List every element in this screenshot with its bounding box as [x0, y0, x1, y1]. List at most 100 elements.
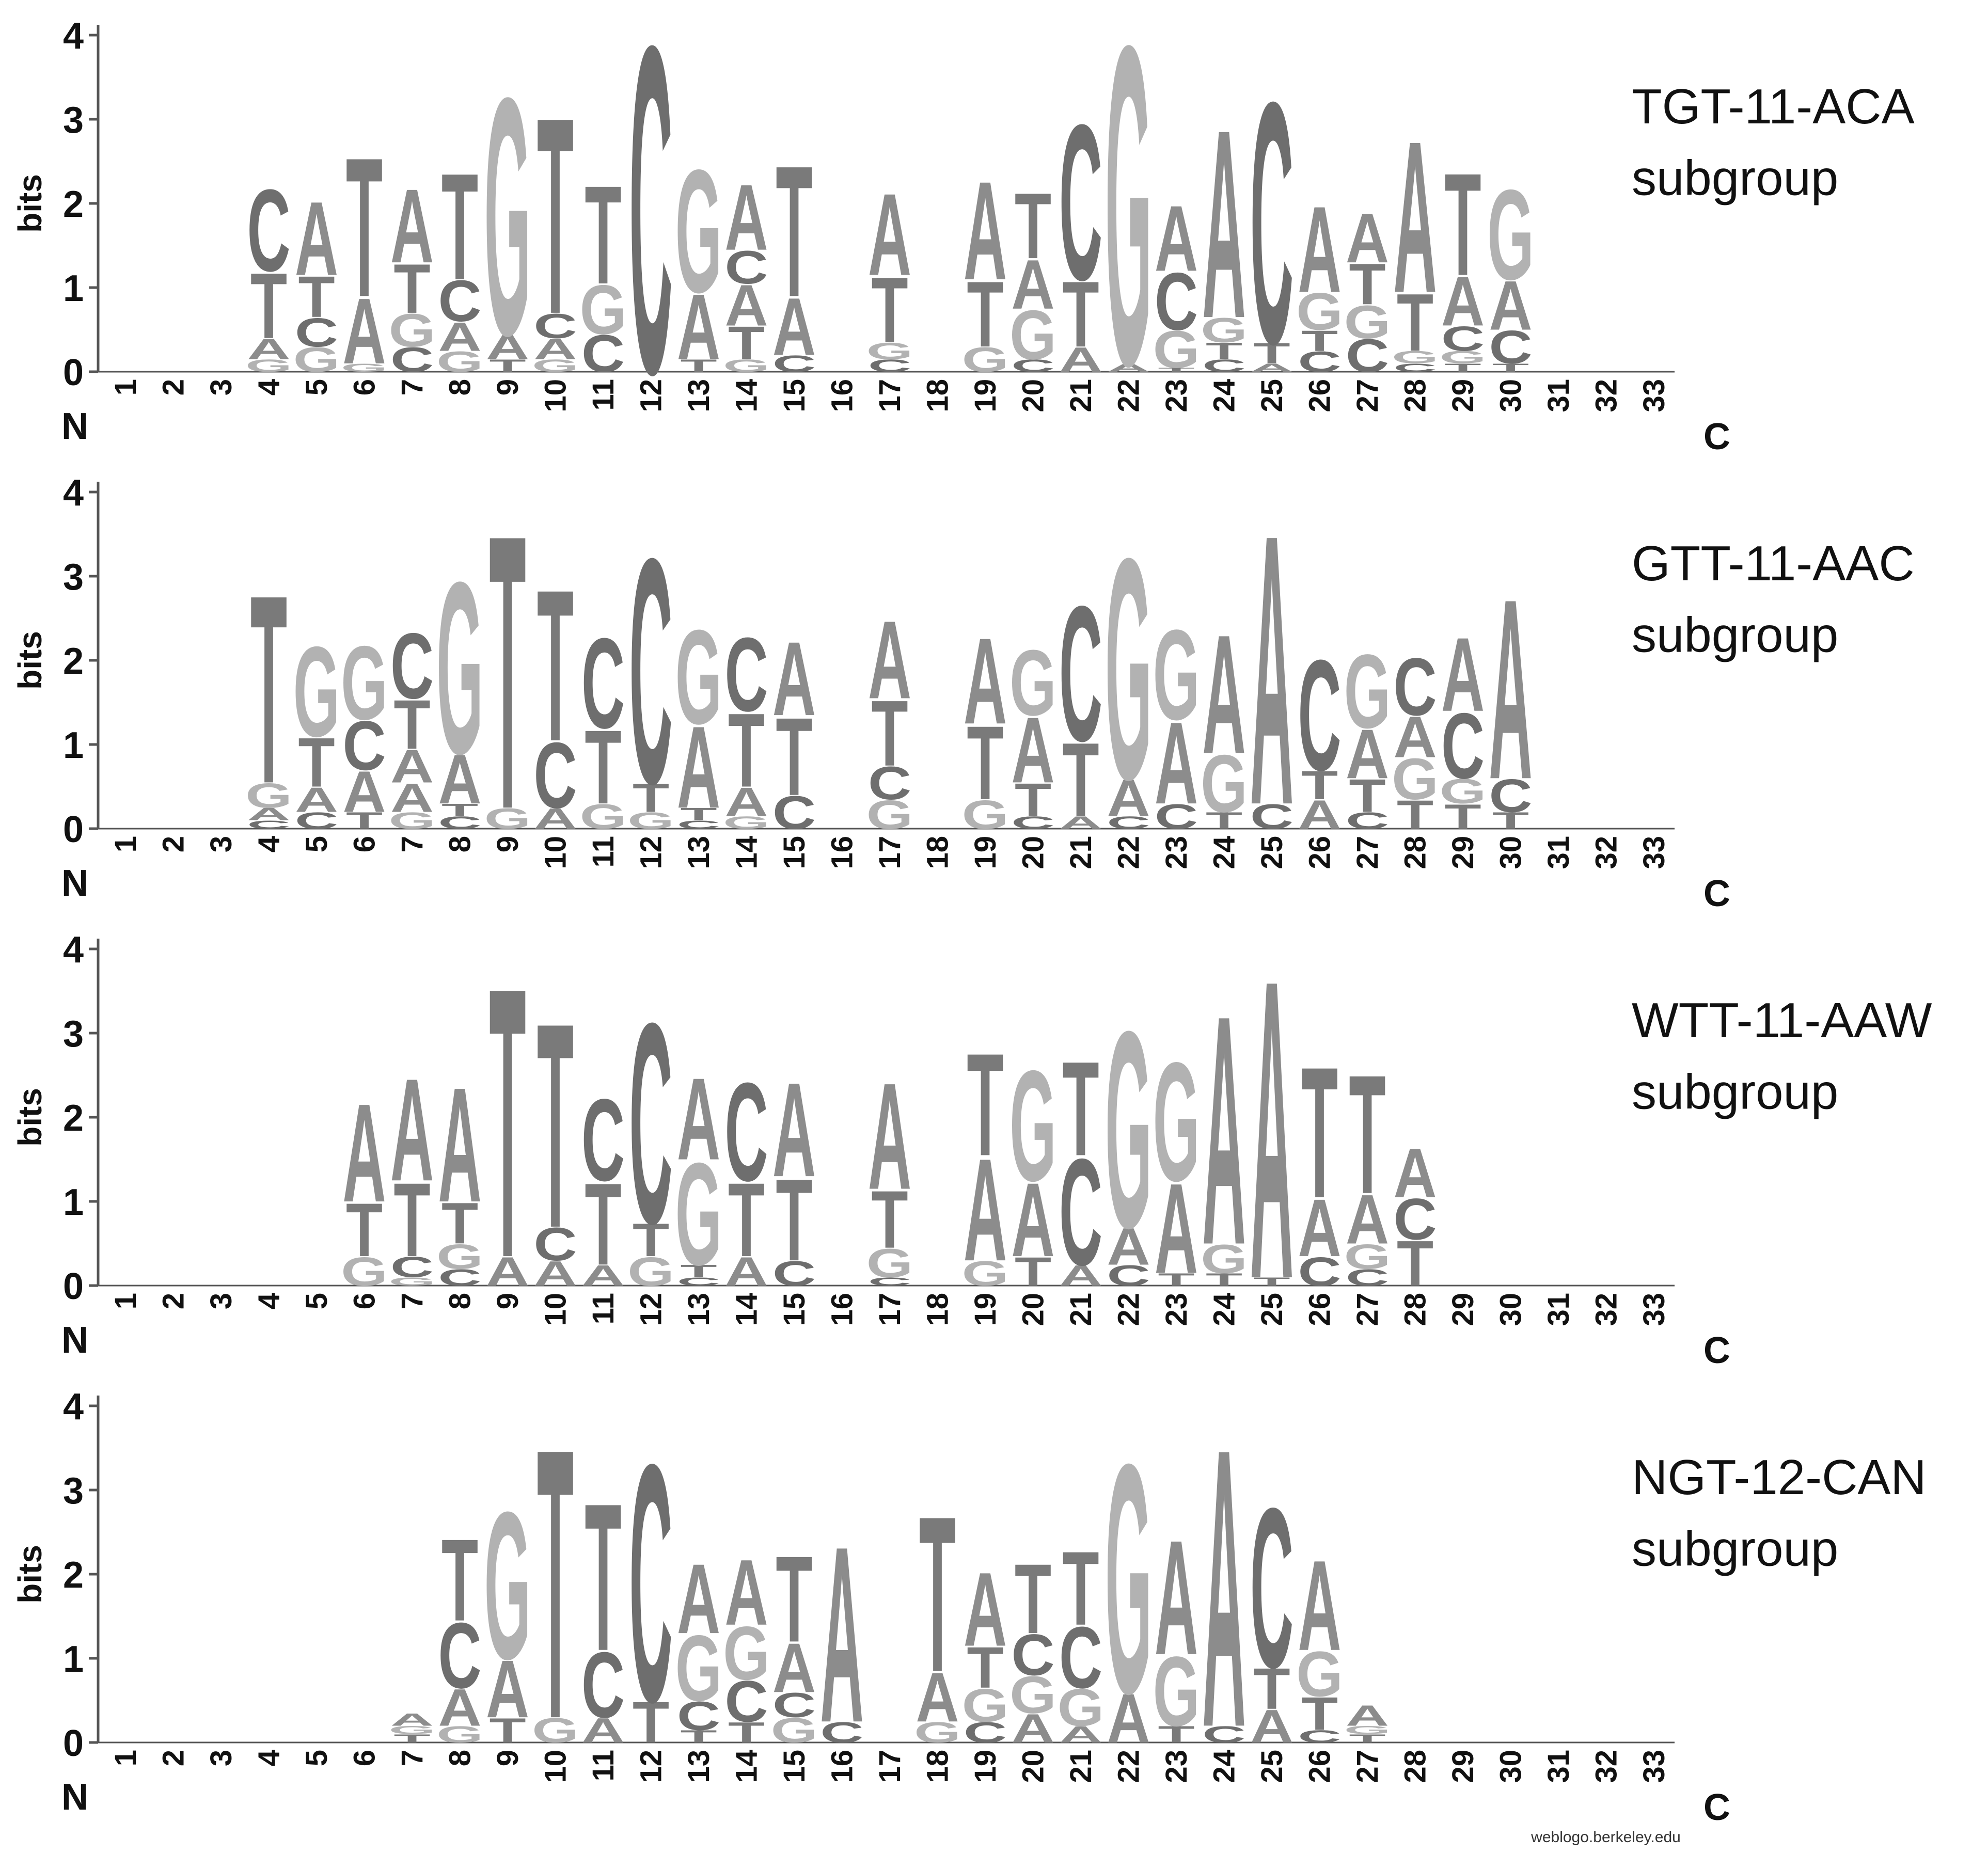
- logo-letter-G: G: [532, 1711, 579, 1750]
- x-tick-label: 15: [778, 379, 811, 413]
- logo-letter-C: C: [438, 1264, 481, 1291]
- y-tick-label: 0: [63, 809, 84, 850]
- logo-letter-C: C: [868, 356, 911, 375]
- logo-letter-T: T: [1349, 1732, 1385, 1745]
- x-tick-label: 7: [396, 1293, 429, 1309]
- logo-letter-T: T: [1301, 1688, 1338, 1740]
- logo-letter-A: A: [342, 279, 386, 384]
- logo-letter-A: A: [438, 314, 481, 359]
- logo-letter-C: C: [677, 818, 720, 831]
- logo-letter-A: A: [1155, 698, 1198, 829]
- subgroup-suffix: subgroup: [1632, 1522, 1838, 1577]
- x-tick-label: 28: [1399, 379, 1432, 413]
- logo-letter-C: C: [1202, 356, 1245, 375]
- x-tick-label: 4: [253, 379, 286, 395]
- logo-letter-C: C: [629, 1393, 672, 1772]
- logo-letter-T: T: [1301, 763, 1338, 808]
- logo-letter-G: G: [627, 807, 674, 834]
- logo-letter-A: A: [868, 170, 911, 300]
- logo-letter-C: C: [629, 492, 672, 850]
- logo-letter-C: C: [1011, 813, 1054, 832]
- logo-letter-A: A: [1202, 947, 1245, 1313]
- x-tick-label: 5: [300, 379, 334, 395]
- logo-letter-A: A: [1441, 262, 1485, 340]
- x-tick-label: 29: [1446, 379, 1480, 413]
- x-tick-label: 8: [444, 1750, 477, 1766]
- logo-letter-T: T: [1301, 1028, 1338, 1238]
- x-tick-label: 16: [826, 1750, 859, 1783]
- x-tick-label: 20: [1017, 1293, 1050, 1326]
- logo-letter-C: C: [1059, 78, 1102, 327]
- logo-letter-C: C: [247, 818, 290, 831]
- logo-letter-A: A: [1202, 1366, 1245, 1810]
- x-tick-label: 23: [1160, 1750, 1193, 1783]
- y-tick-label: 0: [63, 1723, 84, 1764]
- logo-letter-A: A: [677, 1054, 720, 1185]
- logo-letter-C: C: [1155, 797, 1198, 836]
- logo-letter-G: G: [389, 305, 436, 357]
- logo-letter-T: T: [680, 1726, 717, 1746]
- x-tick-label: 31: [1542, 836, 1575, 869]
- logo-letter-A: A: [964, 153, 1007, 309]
- logo-letter-T: T: [1015, 774, 1051, 827]
- logo-letter-T: T: [537, 545, 574, 786]
- logo-letter-A: A: [1155, 186, 1198, 291]
- logo-letter-C: C: [629, 0, 672, 471]
- logo-letter-C: C: [533, 1218, 577, 1271]
- logo-letter-A: A: [964, 613, 1007, 750]
- logo-letter-A: A: [1202, 73, 1245, 374]
- logo-letter-C: C: [581, 1633, 625, 1737]
- logo-letter-T: T: [489, 453, 526, 891]
- x-tick-label: 30: [1494, 379, 1528, 413]
- x-tick-label: 5: [300, 1293, 334, 1309]
- x-tick-label: 13: [682, 836, 716, 869]
- logo-letter-A: A: [772, 1629, 816, 1707]
- logo-letter-G: G: [484, 27, 531, 406]
- logo-letter-T: T: [680, 356, 717, 375]
- x-tick-label: 31: [1542, 1750, 1575, 1783]
- logo-letter-T: T: [1349, 252, 1385, 317]
- logo-letter-T: T: [250, 254, 287, 358]
- x-tick-label: 19: [969, 379, 1002, 413]
- logo-letter-T: T: [298, 723, 335, 801]
- logo-letter-T: T: [1158, 1270, 1194, 1289]
- logo-letter-G: G: [675, 601, 722, 752]
- x-tick-label: 20: [1017, 379, 1050, 413]
- x-tick-label: 3: [204, 1293, 238, 1309]
- logo-letter-A: A: [390, 1048, 434, 1212]
- logo-letter-T: T: [441, 142, 478, 312]
- x-tick-label: 7: [396, 836, 429, 852]
- logo-letter-G: G: [389, 1723, 436, 1736]
- logo-letter-T: T: [728, 1162, 765, 1279]
- logo-letter-T: T: [1158, 367, 1194, 373]
- logo-letter-A: A: [820, 1494, 863, 1774]
- y-axis-label: bits: [11, 1088, 49, 1147]
- c-terminus-label: C: [1703, 416, 1730, 457]
- y-tick-label: 3: [63, 1470, 84, 1512]
- logo-letter-C: C: [1059, 566, 1102, 781]
- logo-letter-C: C: [390, 614, 434, 718]
- logo-letter-C: C: [1059, 1608, 1102, 1706]
- logo-letter-T: T: [1444, 361, 1481, 374]
- logo-letter-A: A: [868, 1052, 911, 1222]
- logo-letter-G: G: [436, 345, 483, 378]
- logo-letter-A: A: [486, 1644, 529, 1735]
- logo-letter-T: T: [585, 157, 621, 313]
- c-terminus-label: C: [1703, 1787, 1730, 1828]
- logo-letter-C: C: [1011, 1623, 1054, 1688]
- logo-letter-C: C: [533, 723, 577, 828]
- logo-letter-T: T: [1158, 1721, 1194, 1748]
- logo-letter-G: G: [962, 340, 1009, 379]
- x-tick-label: 33: [1637, 1293, 1671, 1326]
- logo-letter-G: G: [580, 797, 627, 836]
- logo-letter-C: C: [1250, 30, 1293, 416]
- y-tick-label: 3: [63, 1013, 84, 1055]
- logo-letter-T: T: [1062, 722, 1099, 839]
- x-tick-label: 23: [1160, 379, 1193, 413]
- x-tick-label: 5: [300, 1750, 334, 1766]
- logo-letter-T: T: [1301, 325, 1338, 357]
- logo-letter-A: A: [1011, 1162, 1054, 1279]
- logo-letter-T: T: [728, 318, 765, 370]
